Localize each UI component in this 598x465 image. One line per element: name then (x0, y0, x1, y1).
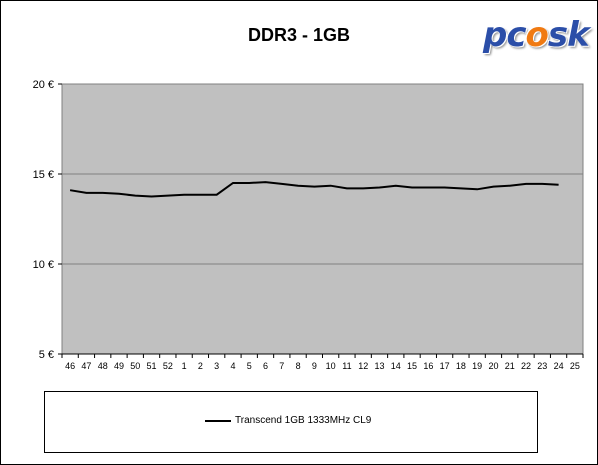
x-tick-label: 22 (521, 361, 531, 371)
x-tick-label: 15 (407, 361, 417, 371)
x-tick-label: 5 (247, 361, 252, 371)
x-tick-label: 10 (326, 361, 336, 371)
y-tick-label: 20 € (33, 79, 54, 91)
logo-text-end: sk (547, 15, 590, 55)
x-tick-label: 24 (554, 361, 564, 371)
x-tick-label: 46 (65, 361, 75, 371)
x-tick-label: 20 (488, 361, 498, 371)
legend: Transcend 1GB 1333MHz CL9 (44, 391, 538, 453)
series-line (69, 181, 559, 198)
x-tick-label: 13 (374, 361, 384, 371)
x-tick-label: 17 (440, 361, 450, 371)
x-tick-label: 2 (198, 361, 203, 371)
x-tick-label: 8 (296, 361, 301, 371)
x-tick-label: 12 (358, 361, 368, 371)
x-tick-label: 7 (279, 361, 284, 371)
x-tick-label: 50 (130, 361, 140, 371)
legend-label: Transcend 1GB 1333MHz CL9 (235, 415, 372, 426)
legend-entry: Transcend 1GB 1333MHz CL9 (205, 415, 371, 426)
y-tick-label: 10 € (33, 259, 54, 271)
x-tick-label: 25 (570, 361, 580, 371)
x-tick-label: 49 (114, 361, 124, 371)
x-tick-label: 23 (537, 361, 547, 371)
y-axis: 20 € 15 € 10 € 5 € (33, 79, 62, 361)
legend-swatch (205, 419, 231, 422)
x-tick-label: 14 (391, 361, 401, 371)
x-tick-label: 47 (81, 361, 91, 371)
plot-area (61, 83, 584, 355)
x-tick-label: 51 (147, 361, 157, 371)
x-tick-label: 19 (472, 361, 482, 371)
x-axis: 46 47 48 49 50 51 52 1 2 3 4 5 6 7 8 9 10 11 12 13 14 15 16 17 1… (61, 353, 584, 371)
x-tick-label: 52 (163, 361, 173, 371)
series-group (69, 181, 559, 198)
x-tick-label: 6 (263, 361, 268, 371)
x-tick-label: 16 (423, 361, 433, 371)
gridlines (62, 173, 583, 265)
x-tick-label: 9 (312, 361, 317, 371)
logo-text-start: pc (483, 15, 526, 55)
x-tick-label: 11 (342, 361, 351, 371)
y-tick-label: 15 € (33, 169, 54, 181)
line-chart: 20 €15 €10 €5 € 46 47 48 49 50 51 52 1 2 3 4 5 6 7 8 9 1… (33, 79, 584, 371)
x-tick-label: 3 (214, 361, 219, 371)
pcosk-logo: pcosk (483, 15, 590, 55)
logo-flame-o: o (525, 15, 549, 55)
x-tick-label: 48 (98, 361, 108, 371)
x-tick-label: 4 (230, 361, 235, 371)
x-tick-label: 21 (505, 361, 515, 371)
y-tick-label: 5 € (39, 349, 54, 361)
chart-title: DDR3 - 1GB (247, 25, 350, 45)
x-tick-label: 1 (182, 361, 187, 371)
x-tick-label: 18 (456, 361, 466, 371)
